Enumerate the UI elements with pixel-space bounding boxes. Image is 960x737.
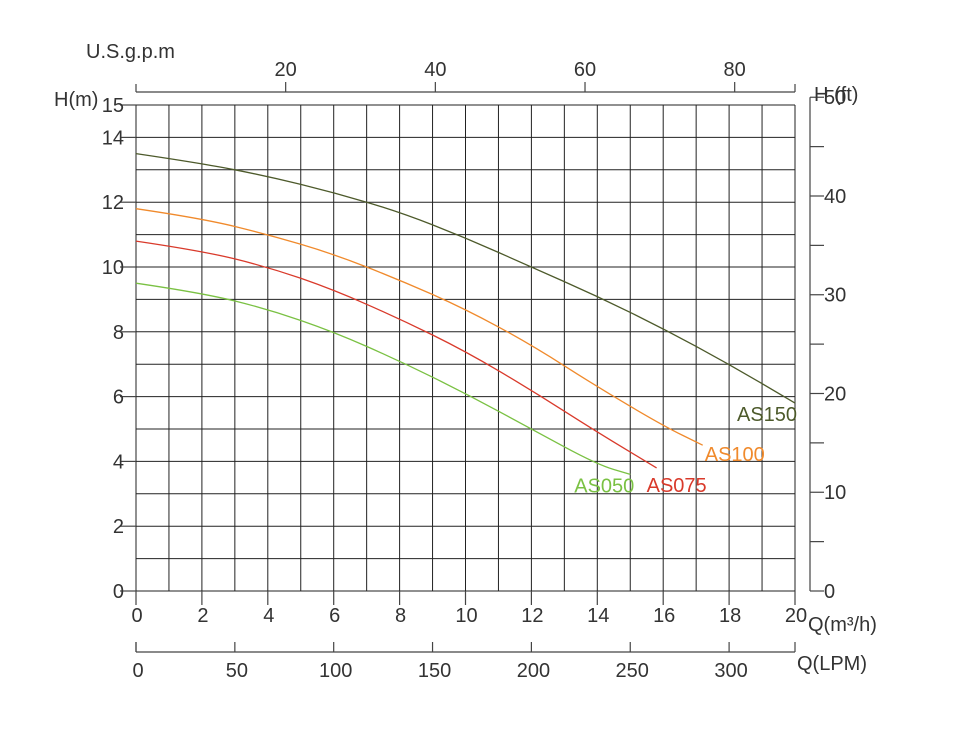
x-tick-label-10: 10 [455,605,477,627]
curve-as075 [135,240,657,469]
curve-label-as050: AS050 [574,475,634,497]
x-tick-label-12: 12 [521,605,543,627]
curve-as100 [135,208,703,446]
y-axis-label: H(m) [54,89,98,111]
x-tick-label-16: 16 [653,605,675,627]
right-tick-label-20: 20 [824,383,846,405]
top-tick-label-80: 80 [724,59,746,81]
x-tick-label-8: 8 [395,605,406,627]
top-axis-label: U.S.g.p.m [86,41,175,63]
top-tick-label-20: 20 [275,59,297,81]
x-tick-label-20: 20 [785,605,807,627]
x-tick-label-14: 14 [587,605,609,627]
right-tick-label-10: 10 [824,482,846,504]
pump-curves: AS050 AS075 AS100 AS150 [135,152,797,497]
curve-label-as100: AS100 [705,444,765,466]
x-axis-label: Q(m³/h) [808,614,877,636]
top-tick-label-60: 60 [574,59,596,81]
curve-as050 [135,282,631,476]
lpm-tick-label-100: 100 [319,660,352,682]
right-axis-label: H (ft) [814,84,858,106]
labels: U.S.g.p.m H(m) H (ft) Q(m³/h) Q(LPM) [54,41,877,675]
lpm-tick-label-150: 150 [418,660,451,682]
lpm-tick-label-0: 0 [132,660,143,682]
y-tick-label-12: 12 [102,192,124,214]
lpm-tick-label-300: 300 [714,660,747,682]
y-tick-label-6: 6 [113,387,124,409]
x-tick-label-4: 4 [263,605,274,627]
y-tick-label-0: 0 [113,581,124,603]
y-tick-label-4: 4 [113,451,124,473]
y-tick-label-2: 2 [113,516,124,538]
x-tick-label-2: 2 [197,605,208,627]
right-tick-label-50: 50 [824,87,846,109]
right-tick-label-30: 30 [824,285,846,307]
curve-as150 [135,152,796,404]
y-tick-label-15: 15 [102,95,124,117]
lpm-tick-label-250: 250 [616,660,649,682]
right-tick-label-40: 40 [824,186,846,208]
curve-label-as075: AS075 [647,475,707,497]
lpm-tick-label-50: 50 [226,660,248,682]
grid [135,104,796,592]
x-tick-label-6: 6 [329,605,340,627]
y-tick-label-14: 14 [102,127,124,149]
y-tick-label-8: 8 [113,322,124,344]
top-tick-label-40: 40 [424,59,446,81]
curve-label-as150: AS150 [737,404,797,426]
x-tick-label-0: 0 [131,605,142,627]
x-tick-label-18: 18 [719,605,741,627]
bottom-axis2-label: Q(LPM) [797,653,867,675]
lpm-tick-label-200: 200 [517,660,550,682]
right-tick-label-0: 0 [824,581,835,603]
y-tick-label-10: 10 [102,257,124,279]
